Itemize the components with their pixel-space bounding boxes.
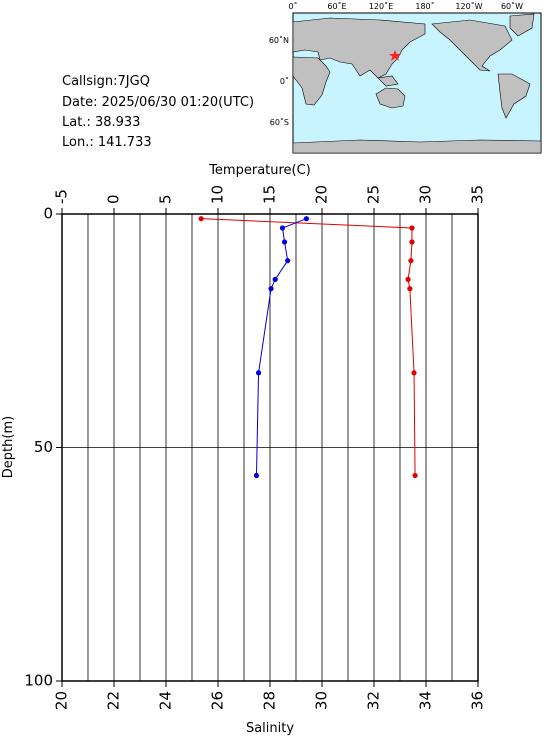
profile-line <box>255 218 307 476</box>
latitude: Lat.: 38.933 <box>62 115 140 130</box>
map-lat-label: 60˚N <box>269 35 289 45</box>
profile-point <box>407 286 413 292</box>
profile-point <box>285 258 291 264</box>
profile-point <box>198 216 204 222</box>
profile-line <box>201 218 416 476</box>
map-lon-label: 60˚E <box>327 1 346 11</box>
profile-point <box>255 370 262 376</box>
x2-tick-label: 20 <box>313 185 331 204</box>
profile-point <box>303 216 309 222</box>
profile-point <box>281 239 288 245</box>
map-labels: 0˚ 60˚E 120˚E 180˚ 120˚W 60˚W 60˚N 0˚ 60˚S <box>269 1 523 127</box>
x2-tick-label: 10 <box>209 185 227 204</box>
x2-tick-label: 25 <box>365 185 383 204</box>
map-lon-label: 120˚W <box>455 1 482 11</box>
x-tick-label: 28 <box>261 691 279 710</box>
profile-point <box>405 276 411 282</box>
x2-tick-label: 5 <box>157 194 175 204</box>
x2-tick-label: -5 <box>53 189 71 204</box>
profile-point <box>408 258 414 264</box>
map: 0˚ 60˚E 120˚E 180˚ 120˚W 60˚W 60˚N 0˚ 60˚S <box>269 1 542 154</box>
profile-point <box>411 370 417 376</box>
x-tick-label: 32 <box>365 691 383 710</box>
x2-tick-label: 0 <box>105 194 123 204</box>
x2-tick-label: 35 <box>469 185 487 204</box>
x-tick-label: 22 <box>105 691 123 710</box>
x-tick-label: 36 <box>469 691 487 710</box>
top-axis-title: Temperature(C) <box>208 163 311 178</box>
x2-tick-label: 30 <box>417 185 435 204</box>
x-tick-label: 30 <box>313 691 331 710</box>
profile-point <box>412 472 418 479</box>
x-tick-label: 26 <box>209 691 227 710</box>
map-lat-label: 60˚S <box>270 117 289 127</box>
profile-point <box>253 472 260 479</box>
x-tick-label: 20 <box>53 691 71 710</box>
map-land <box>292 13 542 154</box>
bottom-axis-title: Salinity <box>246 721 294 736</box>
map-lat-label: 0˚ <box>280 76 289 86</box>
map-lon-label: 60˚W <box>501 1 523 11</box>
map-lon-label: 180˚ <box>415 1 434 11</box>
y-tick-label: 50 <box>34 438 53 456</box>
map-lon-label: 0˚ <box>288 1 297 11</box>
profile-point <box>268 286 274 292</box>
x-tick-label: 24 <box>157 691 175 710</box>
x-tick-label: 34 <box>417 691 435 710</box>
map-lon-label: 120˚E <box>369 1 393 11</box>
date: Date: 2025/06/30 01:20(UTC) <box>62 95 254 110</box>
y-tick-label: 0 <box>43 205 53 223</box>
station-marker <box>389 50 401 61</box>
profile-point <box>409 239 415 245</box>
x2-tick-label: 15 <box>261 185 279 204</box>
profile-point <box>409 225 415 231</box>
station-info: Callsign:7JGQ Date: 2025/06/30 01:20(UTC… <box>62 74 254 150</box>
y-tick-label: 100 <box>24 672 53 690</box>
profile-point <box>272 276 278 282</box>
longitude: Lon.: 141.733 <box>62 135 152 150</box>
y-axis-title: Depth(m) <box>1 416 16 478</box>
profile-point <box>279 225 286 231</box>
callsign: Callsign:7JGQ <box>62 74 150 89</box>
